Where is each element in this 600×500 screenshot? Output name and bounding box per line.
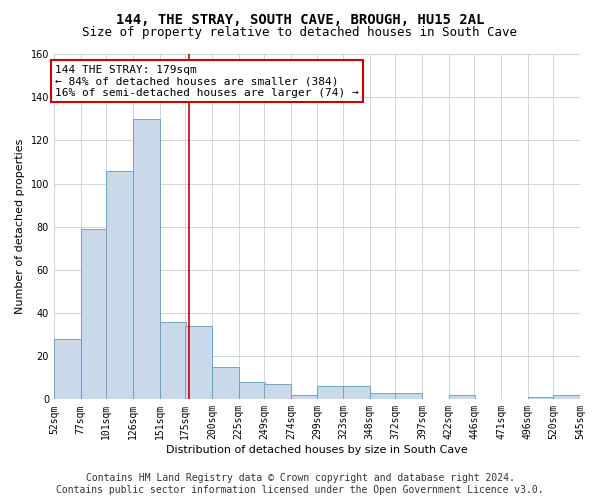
Bar (291, 395, 317, 400)
Bar (449, 395, 475, 400)
Bar (212, 367, 239, 400)
Bar (343, 386, 370, 400)
Text: Contains HM Land Registry data © Crown copyright and database right 2024.
Contai: Contains HM Land Registry data © Crown c… (56, 474, 544, 495)
Bar (160, 322, 186, 400)
Bar (133, 118, 160, 400)
Bar (370, 393, 397, 400)
Bar (395, 393, 422, 400)
Bar (264, 384, 291, 400)
Bar (239, 382, 265, 400)
Y-axis label: Number of detached properties: Number of detached properties (15, 139, 25, 314)
Bar (317, 386, 344, 400)
Bar (528, 397, 554, 400)
Text: 144 THE STRAY: 179sqm
← 84% of detached houses are smaller (384)
16% of semi-det: 144 THE STRAY: 179sqm ← 84% of detached … (55, 65, 359, 98)
Bar (106, 170, 133, 400)
Bar (553, 395, 580, 400)
X-axis label: Distribution of detached houses by size in South Cave: Distribution of detached houses by size … (166, 445, 468, 455)
Text: Size of property relative to detached houses in South Cave: Size of property relative to detached ho… (83, 26, 517, 39)
Bar (80, 229, 107, 400)
Bar (54, 339, 80, 400)
Bar (185, 326, 212, 400)
Text: 144, THE STRAY, SOUTH CAVE, BROUGH, HU15 2AL: 144, THE STRAY, SOUTH CAVE, BROUGH, HU15… (116, 12, 484, 26)
